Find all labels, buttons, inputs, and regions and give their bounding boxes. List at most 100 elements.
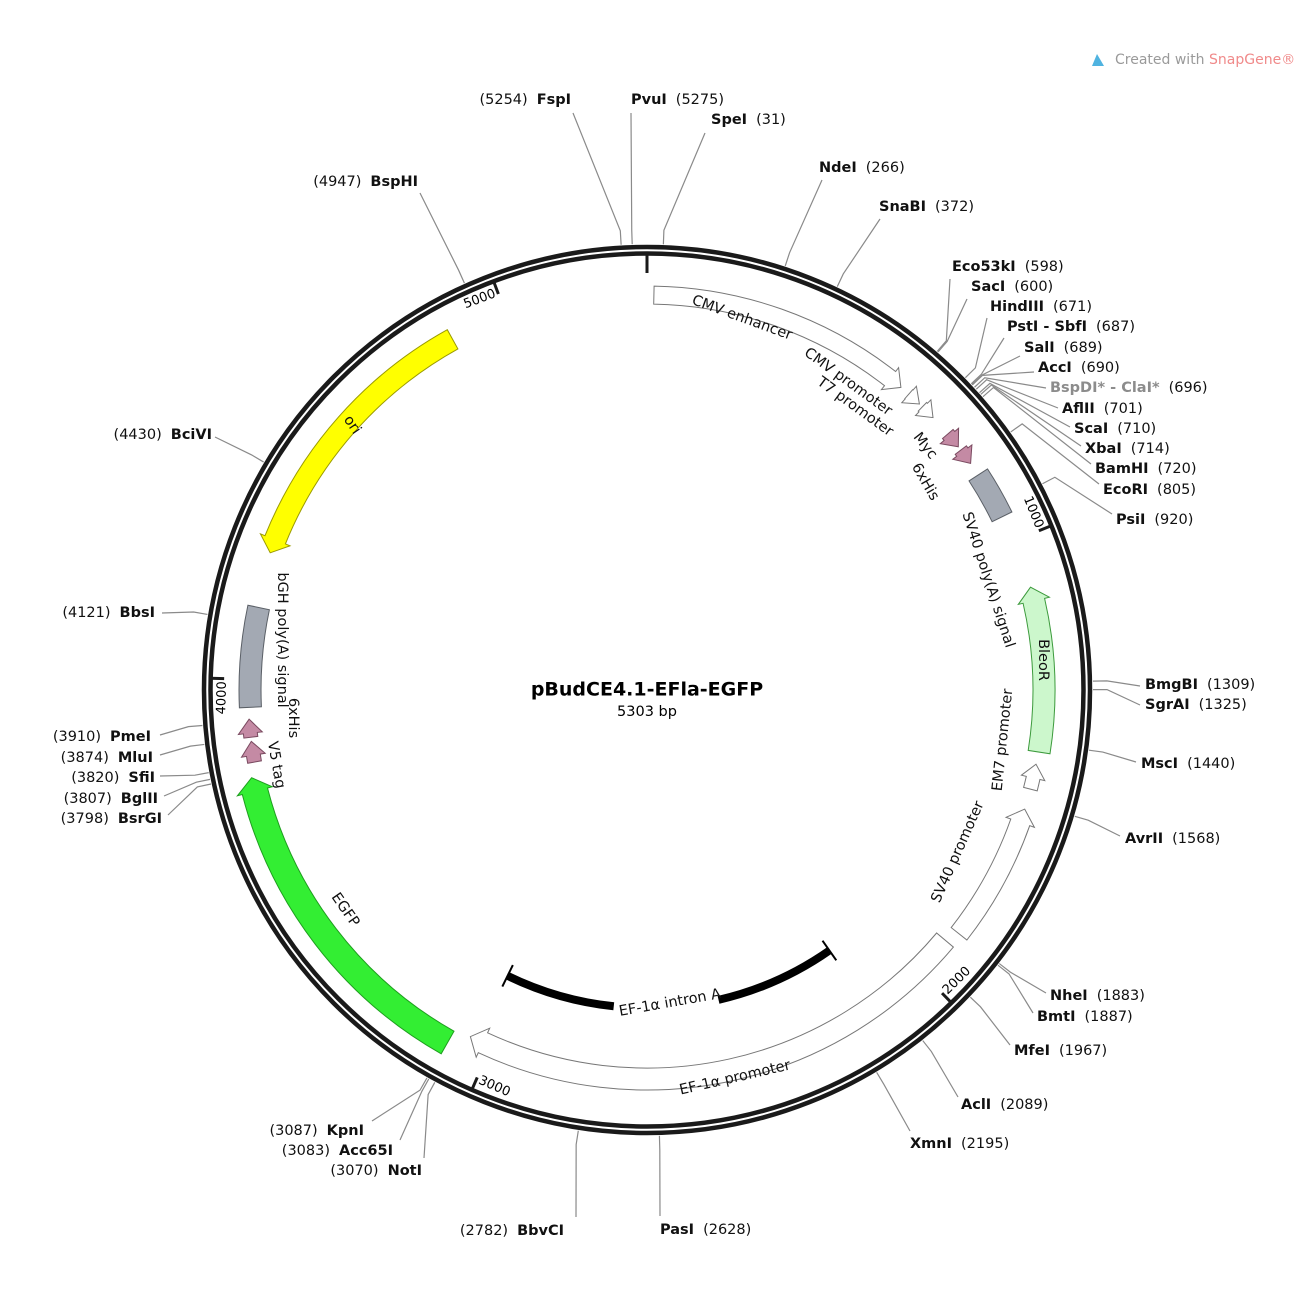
- feature-label: EM7 promoter: [990, 688, 1017, 792]
- site-name: NdeI: [819, 160, 857, 176]
- site-name: AccI: [1038, 360, 1072, 376]
- site-position: (4947): [313, 174, 361, 190]
- site-name: SacI: [971, 279, 1005, 295]
- badge-icon: [1092, 54, 1104, 66]
- site-name: MluI: [118, 750, 153, 766]
- site-leader: [1092, 680, 1141, 687]
- site-leader: [784, 179, 823, 267]
- badge-prefix: Created with: [1115, 52, 1209, 68]
- site-name: KpnI: [327, 1123, 364, 1139]
- tick-label: 1000: [1020, 494, 1046, 530]
- site-position: (3807): [64, 791, 112, 807]
- site-label: AvrII (1568): [1125, 831, 1220, 847]
- site-position: (31): [756, 112, 786, 128]
- site-label: (3807) BglII: [64, 791, 158, 807]
- feature-shape: [240, 740, 267, 764]
- site-leader: [975, 379, 1059, 409]
- site-position: (372): [935, 199, 974, 215]
- site-name: BspDI* - ClaI*: [1050, 380, 1160, 396]
- feature-shape: [1020, 763, 1046, 792]
- site-label: BmtI (1887): [1037, 1009, 1133, 1025]
- site-position: (4121): [62, 605, 110, 621]
- site-position: (2195): [961, 1136, 1009, 1152]
- site-label: (3087) KpnI: [269, 1123, 364, 1139]
- site-leader: [214, 436, 264, 463]
- feature-label: V5 tag: [264, 740, 288, 790]
- site-label: PsiI (920): [1116, 512, 1193, 528]
- feature-shape: [237, 718, 264, 739]
- site-leader: [1074, 815, 1121, 837]
- site-leader: [1088, 749, 1137, 763]
- feature-shape: [900, 385, 920, 405]
- site-label: MfeI (1967): [1014, 1043, 1107, 1059]
- site-label: MscI (1440): [1141, 756, 1235, 772]
- site-name: BbvCI: [517, 1223, 564, 1239]
- site-position: (1568): [1172, 831, 1220, 847]
- feature-shape: [950, 808, 1036, 941]
- site-leader: [662, 132, 706, 245]
- site-leader: [970, 337, 1005, 385]
- site-name: BmgBI: [1145, 677, 1198, 693]
- site-label: HindIII (671): [990, 299, 1092, 315]
- site-leader: [1042, 476, 1113, 515]
- site-position: (1440): [1187, 756, 1235, 772]
- site-leader: [572, 112, 622, 245]
- site-leader: [982, 386, 1092, 465]
- site-name: BciVI: [171, 427, 212, 443]
- feature-shape: [653, 285, 902, 391]
- site-leader: [1092, 688, 1141, 706]
- site-position: (1309): [1207, 677, 1255, 693]
- site-position: (701): [1104, 401, 1143, 417]
- site-position: (1883): [1097, 988, 1145, 1004]
- feature-shape: [951, 443, 973, 465]
- site-leader: [980, 384, 1082, 447]
- site-name: Eco53kI: [952, 259, 1016, 275]
- site-leader: [997, 964, 1034, 1014]
- site-leader: [979, 382, 1071, 428]
- site-label: (3798) BsrGI: [61, 811, 162, 827]
- site-label: XbaI (714): [1085, 441, 1170, 457]
- site-label: (4430) BciVI: [114, 427, 212, 443]
- site-name: BmtI: [1037, 1009, 1076, 1025]
- site-position: (805): [1157, 482, 1196, 498]
- site-name: FspI: [537, 92, 571, 108]
- site-position: (266): [866, 160, 905, 176]
- site-name: MfeI: [1014, 1043, 1050, 1059]
- plasmid-length: 5303 bp: [617, 704, 677, 720]
- backbone-outer: [201, 244, 1093, 1136]
- site-leader: [399, 1078, 430, 1141]
- site-position: (5254): [479, 92, 527, 108]
- plasmid-name: pBudCE4.1-EFla-EGFP: [531, 679, 763, 701]
- site-name: PstI - SbfI: [1007, 319, 1087, 335]
- site-label: (4947) BspHI: [313, 174, 418, 190]
- site-leader: [163, 778, 211, 797]
- snapgene-badge: Created with SnapGene®: [1092, 52, 1295, 68]
- site-leader: [964, 317, 988, 379]
- feature-cap: [821, 940, 838, 961]
- site-position: (4430): [114, 427, 162, 443]
- site-name: BamHI: [1095, 461, 1148, 477]
- site-leader: [1010, 423, 1100, 485]
- site-position: (2628): [703, 1222, 751, 1238]
- site-name: SpeI: [711, 112, 747, 128]
- site-position: (671): [1053, 299, 1092, 315]
- site-label: (5254) FspI: [479, 92, 571, 108]
- tick-mark: [492, 280, 500, 295]
- site-label: Eco53kI (598): [952, 259, 1064, 275]
- tick-label: 4000: [214, 681, 230, 714]
- site-name: AflII: [1062, 401, 1095, 417]
- feature-label: 6xHis: [908, 461, 942, 504]
- site-label: (3820) SfiI: [71, 770, 155, 786]
- site-position: (1325): [1199, 697, 1247, 713]
- site-position: (598): [1025, 259, 1064, 275]
- site-position: (920): [1154, 512, 1193, 528]
- site-label: PasI (2628): [660, 1222, 751, 1238]
- badge-text: Created with SnapGene®: [1115, 52, 1295, 68]
- site-position: (720): [1157, 461, 1196, 477]
- site-leader: [167, 783, 212, 816]
- feature-shape: [238, 604, 270, 709]
- site-label: (4121) BbsI: [62, 605, 155, 621]
- site-label: ScaI (710): [1074, 421, 1156, 437]
- site-name: SfiI: [128, 770, 155, 786]
